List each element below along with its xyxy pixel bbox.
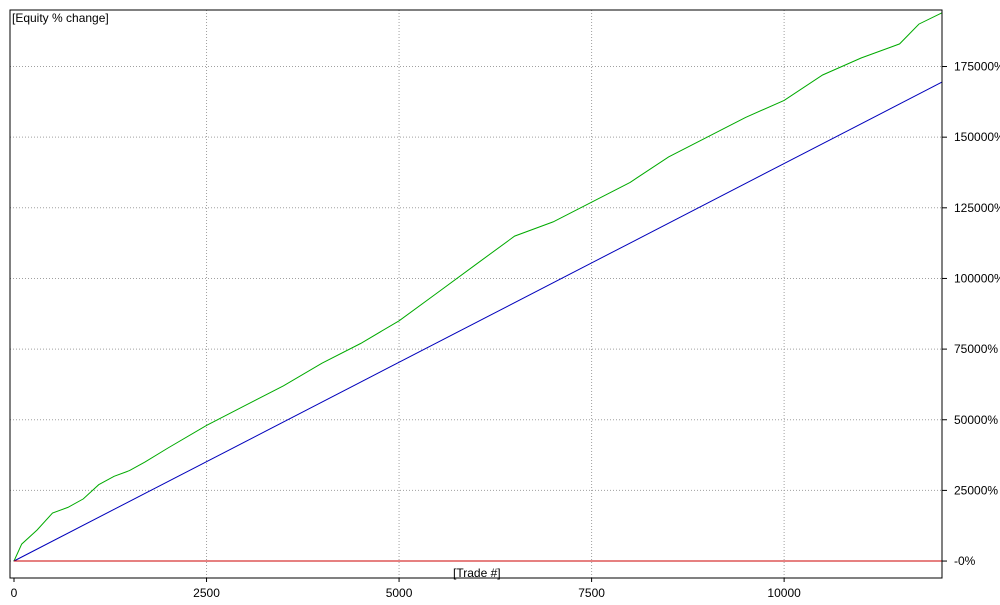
y-tick-label: 75000%: [954, 342, 998, 356]
y-tick-label: 150000%: [954, 130, 1000, 144]
axis-layer: 0 2500 5000 7500 10000 -0% 25000% 50000% 75000% 1…: [11, 60, 1000, 600]
y-tick-label: 125000%: [954, 201, 1000, 215]
series-layer: [13, 12, 943, 562]
y-tick-label: 175000%: [954, 60, 1000, 74]
grid-layer: [10, 10, 942, 578]
y-tick-label: 100000%: [954, 271, 1000, 285]
equity-line: [13, 12, 943, 562]
plot-frame: [9, 9, 943, 579]
y-tick-label: 50000%: [954, 413, 998, 427]
x-tick-label: 7500: [578, 586, 605, 600]
x-tick-label: 2500: [193, 586, 220, 600]
y-tick-label: -0%: [954, 554, 976, 568]
y-tick-label: 25000%: [954, 483, 998, 497]
x-tick-label: 10000: [767, 586, 801, 600]
chart-title: [Equity % change]: [12, 11, 109, 25]
linear-trend-line: [13, 81, 943, 562]
x-tick-label: 5000: [386, 586, 413, 600]
x-tick-label: 0: [11, 586, 18, 600]
x-axis-label: [Trade #]: [453, 566, 501, 580]
